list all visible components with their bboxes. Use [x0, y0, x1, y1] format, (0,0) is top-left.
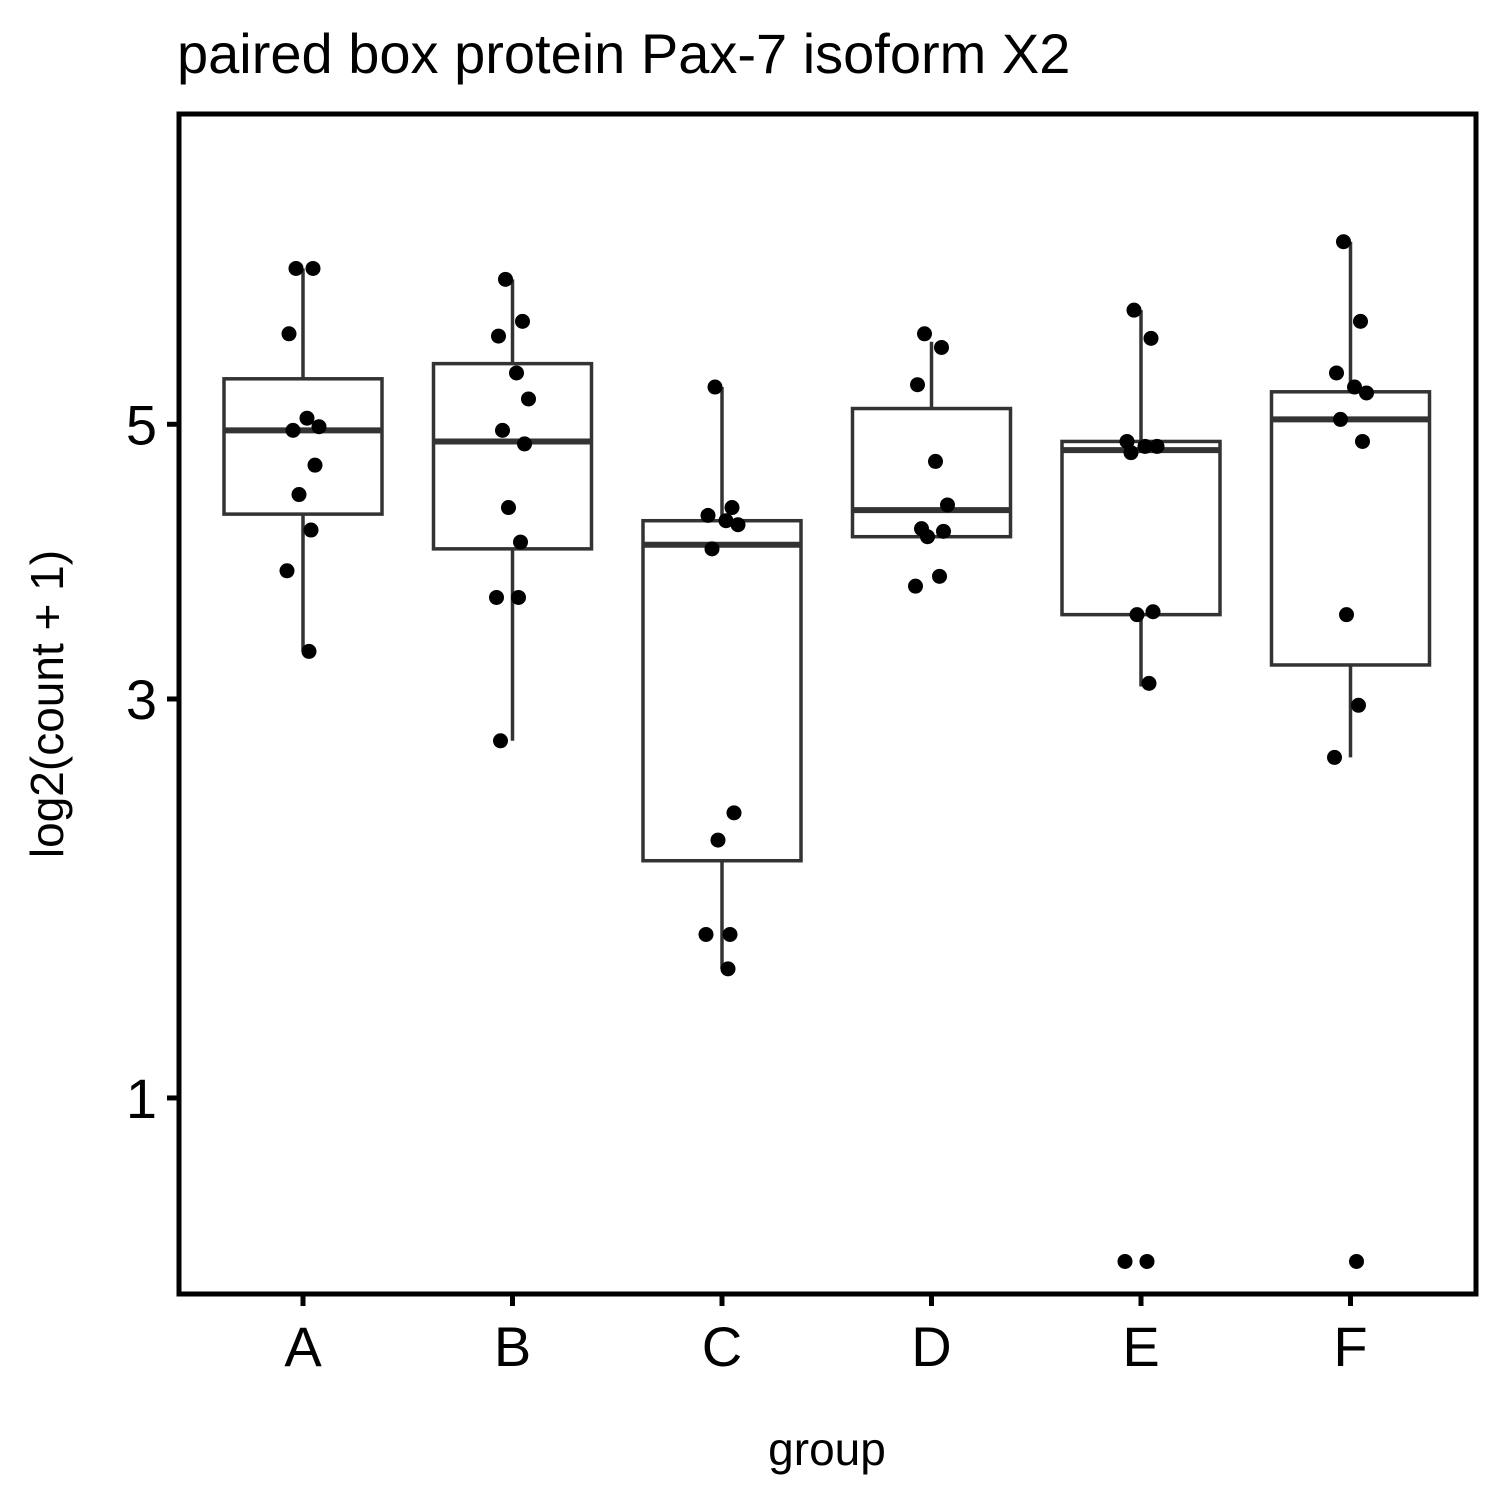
- x-tick-label: A: [284, 1315, 322, 1378]
- x-tick-label: B: [494, 1315, 531, 1378]
- data-point: [718, 513, 734, 529]
- x-tick-label: F: [1333, 1315, 1367, 1378]
- data-point: [920, 529, 935, 545]
- data-point: [1353, 313, 1368, 329]
- data-point: [910, 377, 925, 393]
- data-point: [517, 436, 532, 452]
- data-point: [279, 563, 295, 579]
- data-point: [307, 457, 323, 473]
- data-point: [940, 497, 955, 513]
- x-axis-title: group: [768, 1423, 886, 1475]
- y-tick-label: 3: [126, 668, 157, 731]
- data-point: [1123, 445, 1139, 461]
- box-group-f: [1269, 234, 1432, 1269]
- data-point: [285, 422, 301, 438]
- data-point: [1351, 697, 1366, 713]
- data-point: [1143, 330, 1159, 346]
- box-group-d: [850, 326, 1013, 594]
- data-point: [1137, 438, 1153, 454]
- x-tick-label: D: [911, 1315, 951, 1378]
- box: [641, 518, 803, 863]
- data-point: [521, 391, 536, 407]
- x-tick-label: C: [702, 1315, 742, 1378]
- data-point: [722, 926, 738, 942]
- data-point: [724, 500, 740, 516]
- data-point: [311, 419, 327, 435]
- data-point: [720, 961, 736, 977]
- data-point: [491, 328, 506, 344]
- data-point: [509, 365, 524, 381]
- data-point: [303, 522, 319, 538]
- data-point: [1139, 1253, 1155, 1269]
- box: [431, 361, 594, 551]
- y-tick-label: 5: [126, 393, 157, 456]
- data-point: [917, 326, 932, 342]
- data-point: [1327, 749, 1342, 765]
- plot-area: [222, 234, 1432, 1269]
- data-point: [1129, 607, 1145, 623]
- box: [1060, 439, 1222, 617]
- y-axis-title: log2(count + 1): [21, 550, 73, 858]
- data-point: [511, 589, 526, 605]
- data-point: [1145, 604, 1161, 620]
- data-point: [932, 568, 947, 584]
- data-point: [704, 541, 720, 557]
- data-point: [707, 379, 723, 395]
- data-point: [281, 326, 297, 342]
- data-point: [495, 422, 510, 438]
- data-point: [305, 260, 321, 276]
- plot-panel-border: [176, 111, 1479, 1297]
- box-group-c: [641, 379, 803, 977]
- x-tick-label: E: [1122, 1315, 1159, 1378]
- data-point: [936, 523, 951, 539]
- data-point: [1126, 302, 1142, 318]
- data-point: [698, 926, 714, 942]
- data-point: [710, 832, 726, 848]
- data-point: [1349, 1253, 1364, 1269]
- box-group-b: [431, 271, 594, 749]
- data-point: [299, 410, 315, 426]
- data-point: [700, 507, 716, 523]
- data-point: [501, 500, 516, 516]
- data-point: [291, 487, 307, 503]
- data-point: [908, 578, 923, 594]
- data-point: [730, 517, 746, 533]
- data-point: [498, 271, 513, 287]
- axes: A B C D E F 1 3 5: [126, 393, 1368, 1378]
- data-point: [489, 589, 504, 605]
- box-group-e: [1060, 302, 1222, 1269]
- y-tick-label: 1: [126, 1067, 157, 1130]
- data-point: [1117, 1253, 1133, 1269]
- data-point: [1355, 433, 1370, 449]
- data-point: [1329, 365, 1344, 381]
- data-point: [1347, 379, 1362, 395]
- chart-title: paired box protein Pax-7 isoform X2: [177, 22, 1070, 85]
- data-point: [1333, 411, 1348, 427]
- data-point: [515, 313, 530, 329]
- data-point: [726, 805, 742, 821]
- data-point: [1339, 607, 1354, 623]
- data-point: [1141, 675, 1157, 691]
- data-point: [493, 733, 508, 749]
- data-point: [934, 339, 949, 355]
- data-point: [1336, 234, 1351, 250]
- data-point: [513, 534, 528, 550]
- box: [850, 406, 1013, 539]
- data-point: [928, 453, 943, 469]
- data-point: [301, 643, 317, 659]
- data-point: [1149, 438, 1165, 454]
- data-point: [288, 260, 304, 276]
- data-point: [1359, 385, 1374, 401]
- box-group-a: [222, 260, 384, 659]
- box: [1269, 390, 1432, 667]
